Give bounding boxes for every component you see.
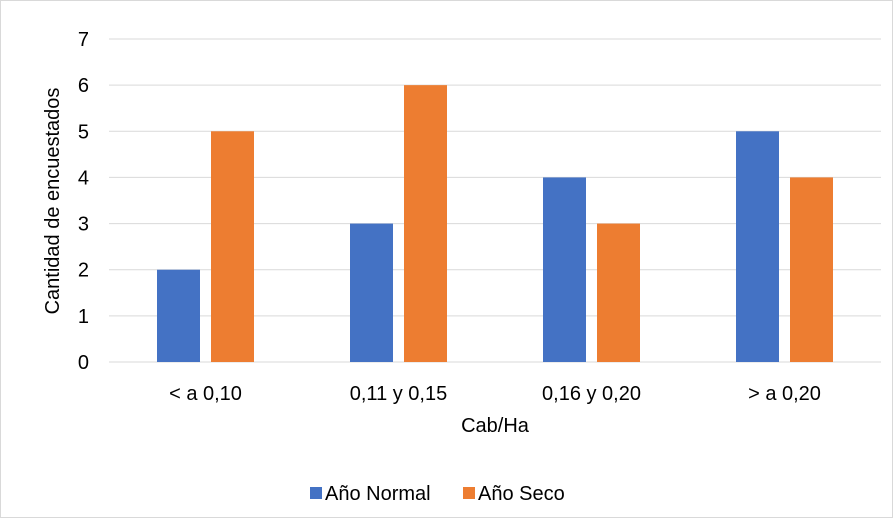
bar-ano-normal bbox=[543, 177, 586, 362]
bar-ano-seco bbox=[790, 177, 833, 362]
y-axis-ticks: 0 1 2 3 4 5 6 7 bbox=[78, 29, 89, 374]
x-tick-label: 0,16 y 0,20 bbox=[542, 383, 641, 405]
legend-swatch bbox=[310, 487, 322, 499]
bar-ano-normal bbox=[736, 131, 779, 362]
x-tick-label: 0,11 y 0,15 bbox=[350, 383, 447, 405]
x-tick-label: < a 0,10 bbox=[169, 383, 242, 405]
y-tick-label: 4 bbox=[78, 167, 89, 189]
legend-swatch bbox=[463, 487, 475, 499]
bars bbox=[157, 85, 833, 363]
y-tick-label: 0 bbox=[78, 352, 89, 374]
y-tick-label: 5 bbox=[78, 121, 89, 143]
y-tick-label: 1 bbox=[78, 306, 89, 328]
x-axis-ticks: < a 0,10 0,11 y 0,15 0,16 y 0,20 > a 0,20 bbox=[169, 383, 821, 405]
bar-ano-normal bbox=[350, 223, 393, 362]
y-axis-title: Cantidad de encuestados bbox=[42, 88, 64, 315]
legend: Año Normal Año Seco bbox=[310, 483, 565, 505]
x-axis-title: Cab/Ha bbox=[461, 415, 530, 437]
x-tick-label: > a 0,20 bbox=[748, 383, 821, 405]
y-tick-label: 6 bbox=[78, 75, 89, 97]
y-tick-label: 3 bbox=[78, 214, 89, 236]
bar-ano-seco bbox=[404, 85, 447, 363]
bar-ano-seco bbox=[597, 223, 640, 362]
y-tick-label: 7 bbox=[78, 29, 89, 51]
bar-ano-normal bbox=[157, 269, 200, 362]
legend-label: Año Normal bbox=[325, 483, 431, 505]
legend-label: Año Seco bbox=[478, 483, 565, 505]
bar-ano-seco bbox=[211, 131, 254, 362]
y-tick-label: 2 bbox=[78, 260, 89, 282]
